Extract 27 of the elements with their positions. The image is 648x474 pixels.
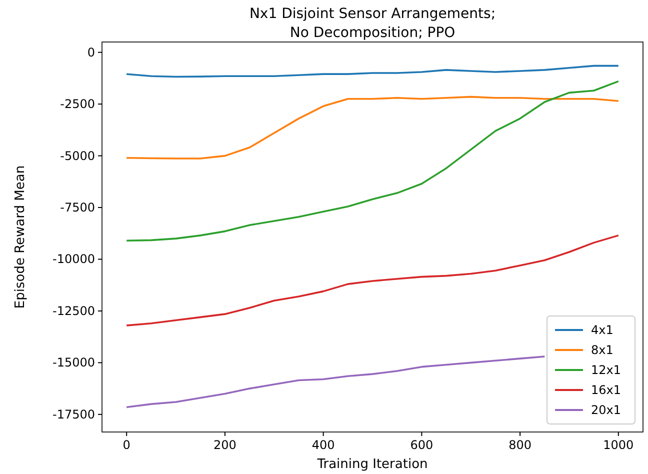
line-series: [126, 96, 620, 160]
x-axis-title: Training Iteration: [316, 457, 428, 472]
legend-label: 8x1: [591, 343, 614, 357]
legend-label: 12x1: [591, 363, 622, 377]
legend-label: 20x1: [591, 403, 622, 417]
y-tick-label: -7500: [60, 200, 95, 215]
y-axis-title: Episode Reward Mean: [13, 165, 28, 309]
x-tick-label: 200: [214, 438, 236, 452]
x-tick-label: 600: [410, 438, 434, 452]
x-tick-label: 400: [312, 438, 335, 452]
legend-label: 4x1: [591, 323, 614, 337]
line-series: [126, 234, 620, 326]
line-series: [126, 64, 620, 78]
line-series: [126, 80, 620, 242]
legend-label: 16x1: [591, 383, 622, 397]
y-tick-label: -15000: [52, 356, 95, 370]
x-tick-label: 1000: [603, 438, 634, 452]
line-series: [126, 356, 546, 408]
x-tick-label: 800: [508, 438, 532, 452]
y-tick-label: -17500: [52, 407, 95, 422]
y-tick-label: -12500: [52, 304, 95, 318]
y-tick-label: -5000: [60, 148, 95, 163]
x-tick-label: 0: [122, 438, 130, 452]
y-tick-label: -10000: [52, 252, 95, 266]
chart-title: Nx1 Disjoint Sensor Arrangements; No Decomposition; PPO: [249, 6, 496, 41]
y-tick-label: -2500: [60, 97, 95, 112]
y-tick-label: 0: [87, 45, 95, 60]
